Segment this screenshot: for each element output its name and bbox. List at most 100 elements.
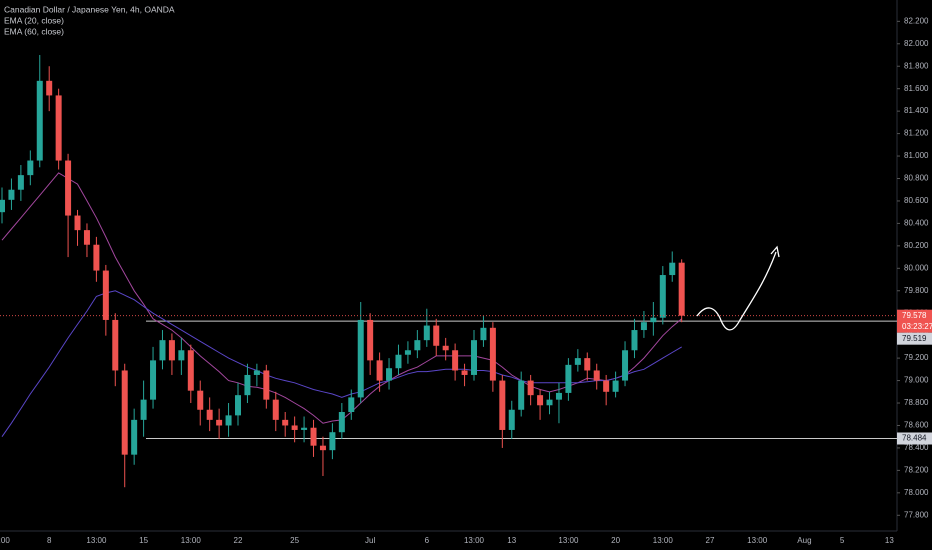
candle-body — [225, 415, 232, 426]
candle-body — [131, 419, 138, 455]
last-price-box — [897, 309, 932, 333]
candle-body — [235, 395, 241, 416]
chart-title: Canadian Dollar / Japanese Yen, 4h, OAND… — [4, 4, 175, 14]
x-tick-label: Jul — [365, 536, 375, 545]
candle-body — [150, 360, 157, 400]
candle-body — [527, 380, 534, 396]
x-tick-label: 3:00 — [0, 536, 10, 545]
candle-body — [93, 244, 100, 271]
candle-body — [584, 358, 591, 371]
candle-body — [159, 340, 166, 361]
candle-body — [65, 160, 72, 216]
y-tick-label: 82.000 — [904, 39, 929, 48]
y-tick-label: 80.400 — [904, 219, 929, 228]
candle-body — [282, 419, 289, 426]
candle-body — [329, 432, 336, 451]
candle-body — [74, 215, 81, 231]
legend-entry: EMA (20, close) — [4, 15, 64, 25]
x-tick-label: 25 — [290, 536, 299, 545]
projection-arrow — [696, 251, 777, 331]
y-tick-label: 81.600 — [904, 84, 929, 93]
candle-body — [537, 395, 544, 406]
candle-body — [593, 370, 600, 381]
candle-body — [574, 358, 581, 365]
y-tick-label: 81.000 — [904, 151, 929, 160]
last-price-label: 79.578 — [902, 311, 927, 320]
candle-body — [301, 427, 308, 430]
x-tick-label: 20 — [611, 536, 620, 545]
candle-body — [83, 230, 90, 245]
x-tick-label: 13:00 — [653, 536, 674, 545]
candle-body — [357, 319, 364, 398]
candle-body — [518, 380, 525, 410]
candle-body — [17, 175, 24, 190]
y-tick-label: 79.800 — [904, 286, 929, 295]
candle-body — [659, 275, 666, 318]
candle-body — [499, 380, 506, 430]
candle-body — [55, 95, 62, 161]
candle-body — [461, 370, 468, 375]
candle-body — [376, 360, 383, 381]
x-tick-label: 13:00 — [464, 536, 485, 545]
candle-body — [168, 340, 175, 361]
y-tick-label: 79.000 — [904, 376, 929, 385]
arrow-head — [770, 245, 780, 258]
y-tick-label: 82.200 — [904, 16, 929, 25]
candle-body — [348, 397, 355, 413]
candle-body — [386, 368, 393, 381]
candle-body — [612, 380, 619, 392]
candle-body — [423, 325, 430, 341]
x-tick-label: 15 — [139, 536, 148, 545]
y-tick-label: 78.600 — [904, 421, 929, 430]
candle-body — [216, 419, 223, 426]
candle-body — [102, 270, 109, 320]
price-label-box — [897, 432, 932, 445]
price-label: 78.484 — [902, 434, 927, 443]
y-tick-label: 81.400 — [904, 106, 929, 115]
candle-body — [187, 350, 194, 391]
candle-body — [27, 160, 34, 176]
x-tick-label: 13:00 — [558, 536, 579, 545]
candle-body — [0, 199, 5, 213]
x-tick-label: 13:00 — [747, 536, 768, 545]
x-tick-label: 8 — [47, 536, 52, 545]
candle-body — [121, 370, 128, 455]
candle-body — [395, 354, 402, 369]
y-tick-label: 78.000 — [904, 488, 929, 497]
candle-body — [178, 350, 185, 361]
candle-body — [206, 409, 213, 420]
candle-body — [46, 80, 53, 96]
candle-body — [310, 427, 317, 446]
candle-body — [471, 340, 477, 375]
candle-body — [367, 319, 374, 361]
candle-body — [414, 340, 421, 351]
x-tick-label: 13 — [507, 536, 516, 545]
candle-body — [244, 374, 251, 396]
candle-body — [291, 425, 298, 430]
candle-body — [631, 330, 638, 351]
candle-body — [603, 380, 610, 392]
candle-body — [404, 350, 411, 355]
candle-body — [263, 370, 270, 400]
candle-body — [480, 327, 487, 341]
y-tick-label: 78.800 — [904, 398, 929, 407]
candle-body — [8, 189, 15, 200]
x-tick-label: 13:00 — [86, 536, 107, 545]
candle-body — [640, 322, 647, 331]
y-tick-label: 79.200 — [904, 353, 929, 362]
price-label-box — [897, 332, 932, 345]
y-tick-label: 80.200 — [904, 241, 929, 250]
candle-body — [669, 262, 676, 276]
candle-body — [272, 399, 279, 420]
candle-body — [433, 325, 440, 346]
y-tick-label: 78.400 — [904, 443, 929, 452]
y-tick-label: 80.800 — [904, 174, 929, 183]
candle-body — [650, 317, 657, 323]
candle-body — [565, 364, 572, 393]
candle-body — [555, 392, 562, 400]
candle-body — [112, 319, 119, 371]
candle-body — [508, 409, 515, 430]
candle-body — [36, 80, 43, 161]
candle-body — [546, 399, 553, 406]
